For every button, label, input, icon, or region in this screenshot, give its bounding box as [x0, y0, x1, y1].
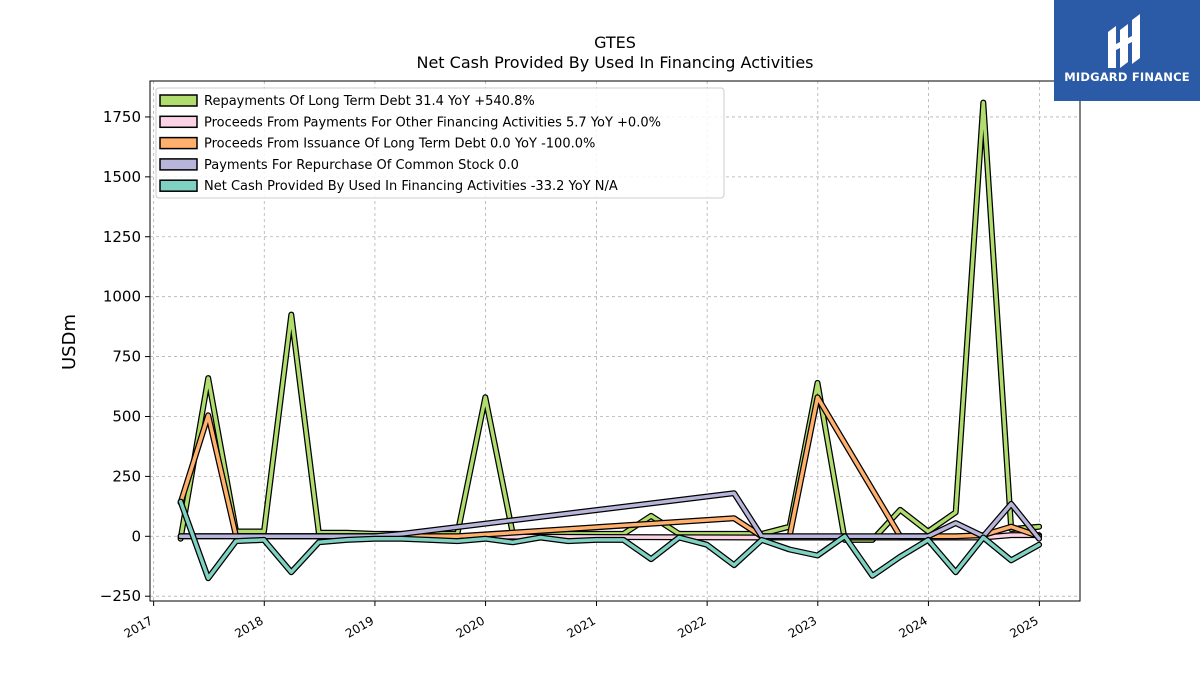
x-tick-label: 2021	[565, 613, 598, 640]
chart-subtitle: Net Cash Provided By Used In Financing A…	[416, 53, 813, 72]
x-tick-label: 2025	[1007, 613, 1040, 640]
legend-label: Proceeds From Payments For Other Financi…	[204, 115, 661, 130]
legend-label: Repayments Of Long Term Debt 31.4 YoY +5…	[204, 94, 535, 109]
x-tick-label: 2019	[343, 613, 376, 640]
legend-label: Payments For Repurchase Of Common Stock …	[204, 158, 519, 173]
x-tick-label: 2023	[786, 613, 819, 640]
y-tick-label: 500	[112, 407, 141, 425]
brand-logo: MIDGARD FINANCE	[1054, 0, 1200, 101]
y-axis-label: USDm	[59, 314, 80, 370]
brand-name: MIDGARD FINANCE	[1054, 70, 1200, 84]
legend-label: Net Cash Provided By Used In Financing A…	[204, 179, 618, 194]
x-tick-label: 2018	[232, 613, 265, 640]
x-tick-label: 2024	[896, 613, 929, 640]
y-tick-label: 1500	[103, 168, 141, 186]
y-tick-label: 0	[131, 527, 141, 545]
y-tick-label: 1250	[103, 228, 141, 246]
y-tick-label: 1750	[103, 108, 141, 126]
x-tick-label: 2022	[675, 613, 708, 640]
chart: GTES Net Cash Provided By Used In Financ…	[0, 0, 1200, 675]
chart-title: GTES	[594, 33, 636, 52]
legend-swatch	[160, 180, 197, 191]
brand-mark-icon	[1102, 10, 1152, 70]
legend-swatch	[160, 159, 197, 170]
x-tick-label: 2020	[454, 613, 487, 640]
y-tick-label: 250	[112, 467, 141, 485]
legend-swatch	[160, 95, 197, 106]
x-tick-label: 2017	[122, 613, 155, 640]
legend-label: Proceeds From Issuance Of Long Term Debt…	[204, 137, 595, 152]
y-tick-label: 1000	[103, 288, 141, 306]
y-tick-label: 750	[112, 348, 141, 366]
legend-swatch	[160, 116, 197, 127]
legend-swatch	[160, 138, 197, 149]
y-tick-label: −250	[100, 587, 141, 605]
legend: Repayments Of Long Term Debt 31.4 YoY +5…	[156, 88, 724, 198]
